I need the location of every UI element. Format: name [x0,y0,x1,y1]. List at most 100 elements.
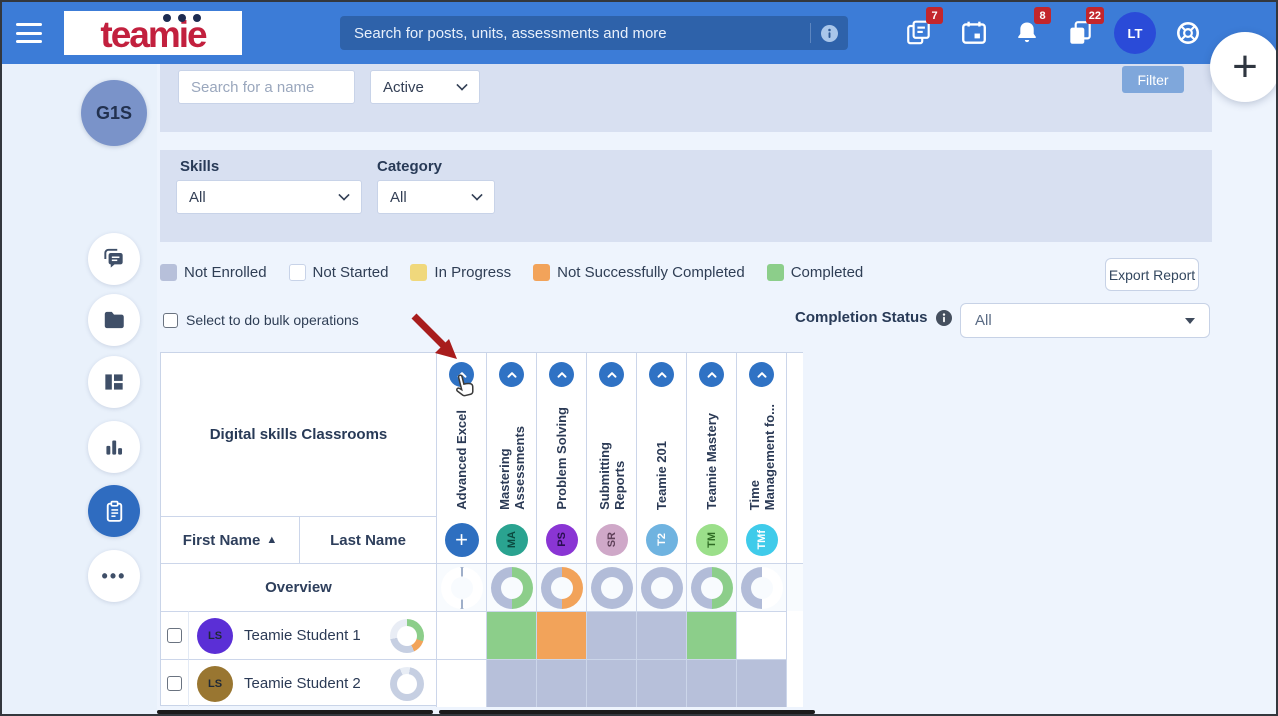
status-select[interactable]: Active [370,70,480,104]
donut-hole [700,576,723,599]
add-button[interactable]: + [1210,32,1276,102]
collections-icon[interactable]: 22 [1066,7,1104,47]
legend-item: Not Started [288,264,388,281]
collapse-column-button[interactable] [699,362,724,387]
info-icon[interactable] [821,24,838,42]
course-avatar[interactable]: T2 [645,523,678,556]
status-cell-not_started[interactable] [437,611,486,659]
name-filter-panel: Active Filter [160,64,1212,132]
chat-icon [104,248,123,268]
donut-hole [600,576,623,599]
collapse-column-button[interactable] [649,362,674,387]
sidebar-item-dashboard[interactable] [88,356,140,408]
gradebook-table: Digital skills Classrooms First Name ▲ La… [160,352,803,707]
last-name-header[interactable]: Last Name [300,516,436,563]
category-select[interactable]: All [377,180,495,214]
posts-icon[interactable]: 7 [905,7,943,47]
posts-glyph-icon [907,20,930,45]
status-cell-not_enrolled[interactable] [587,659,636,707]
course-header: Mastering Assessments [487,353,536,516]
donut-hole [500,576,523,599]
sidebar-item-more[interactable]: ••• [88,550,140,602]
donut-hole [750,576,773,599]
name-search-input[interactable] [178,70,355,104]
status-cell-completed[interactable] [687,611,736,659]
search-divider [810,23,811,43]
status-cell-not_enrolled[interactable] [737,659,786,707]
first-name-header[interactable]: First Name ▲ [161,516,300,563]
status-cell-not_enrolled[interactable] [587,611,636,659]
course-header: Time Management fo... [737,353,786,516]
classrooms-title: Digital skills Classrooms [209,426,388,443]
notifications-bell-icon[interactable]: 8 [1013,7,1051,47]
course-avatar[interactable]: PS [545,523,578,556]
global-search-bar[interactable]: Search for posts, units, assessments and… [340,16,848,50]
status-cell-not_enrolled[interactable] [537,659,586,707]
hamburger-menu-icon[interactable] [16,23,42,43]
add-classroom-button[interactable]: + [444,522,479,557]
course-avatar[interactable]: TM [695,523,728,556]
course-overview-cell [587,563,636,611]
course-avatar[interactable]: SR [595,523,628,556]
collapse-column-button[interactable] [749,362,774,387]
course-avatar-cell: T2 [637,516,686,563]
course-name-label: Teamie Mastery [704,413,719,510]
export-report-button[interactable]: Export Report [1105,258,1199,291]
student-progress-donut [390,666,424,701]
calendar-icon[interactable] [960,19,988,47]
sidebar-item-analytics[interactable] [88,421,140,473]
group-avatar[interactable]: G1S [81,80,147,146]
student-avatar[interactable]: LS [197,617,233,654]
status-select-value: Active [383,78,424,96]
student-checkbox[interactable] [167,676,182,691]
status-cell-not_enrolled[interactable] [637,659,686,707]
info-icon[interactable] [935,309,952,326]
legend-label: Not Successfully Completed [557,264,745,281]
overview-donut [540,566,583,609]
clipboard-icon [106,500,122,522]
skills-select[interactable]: All [176,180,362,214]
course-avatar-cell: MA [487,516,536,563]
course-label-wrap: Submitting Reports [587,387,636,516]
collapse-column-button[interactable] [499,362,524,387]
status-cell-completed[interactable] [487,611,536,659]
student-avatar[interactable]: LS [197,665,233,702]
teamie-logo[interactable]: teamie [64,11,242,55]
top-navbar: teamie Search for posts, units, assessme… [2,2,1276,64]
overview-donut [640,566,683,609]
user-avatar[interactable]: LT [1114,12,1156,54]
notifications-badge: 8 [1034,7,1051,24]
filter-button[interactable]: Filter [1122,66,1184,93]
horizontal-scrollbar[interactable] [439,710,815,714]
bulk-operations-checkbox[interactable] [163,312,178,328]
status-cell-not_started[interactable] [437,659,486,707]
student-name[interactable]: Teamie Student 1 [244,627,361,644]
course-column-submitting-reports: Submitting Reports SR [586,353,636,707]
sidebar-item-materials[interactable] [88,294,140,346]
donut-hole [450,576,473,599]
status-cell-not_enrolled[interactable] [687,659,736,707]
course-label-wrap: Mastering Assessments [487,387,536,516]
help-icon[interactable] [1174,19,1202,47]
course-avatar[interactable]: MA [495,523,528,556]
status-cell-not_enrolled[interactable] [637,611,686,659]
status-cell-not_enrolled[interactable] [487,659,536,707]
student-row: LS Teamie Student 1 [189,611,436,659]
collapse-column-button[interactable] [599,362,624,387]
student-name[interactable]: Teamie Student 2 [244,675,361,692]
chevron-up-icon [557,371,566,378]
legend-item: Not Successfully Completed [533,264,745,281]
copy-glyph-icon [1070,21,1091,44]
course-avatar[interactable]: TMf [745,523,778,556]
collapse-column-button[interactable] [449,362,474,387]
course-name-label: Time Management fo... [746,403,777,510]
status-cell-not_started[interactable] [737,611,786,659]
sidebar-item-discussions[interactable] [88,233,140,285]
sidebar-item-gradebook[interactable] [88,485,140,537]
collapse-column-button[interactable] [549,362,574,387]
completion-status-select[interactable]: All [960,303,1210,338]
course-avatar-cell: TMf [737,516,786,563]
horizontal-scrollbar[interactable] [157,710,433,714]
student-checkbox[interactable] [167,628,182,643]
status-cell-not_successful[interactable] [537,611,586,659]
